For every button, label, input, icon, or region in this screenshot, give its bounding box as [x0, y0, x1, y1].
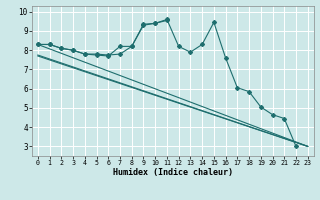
- X-axis label: Humidex (Indice chaleur): Humidex (Indice chaleur): [113, 168, 233, 177]
